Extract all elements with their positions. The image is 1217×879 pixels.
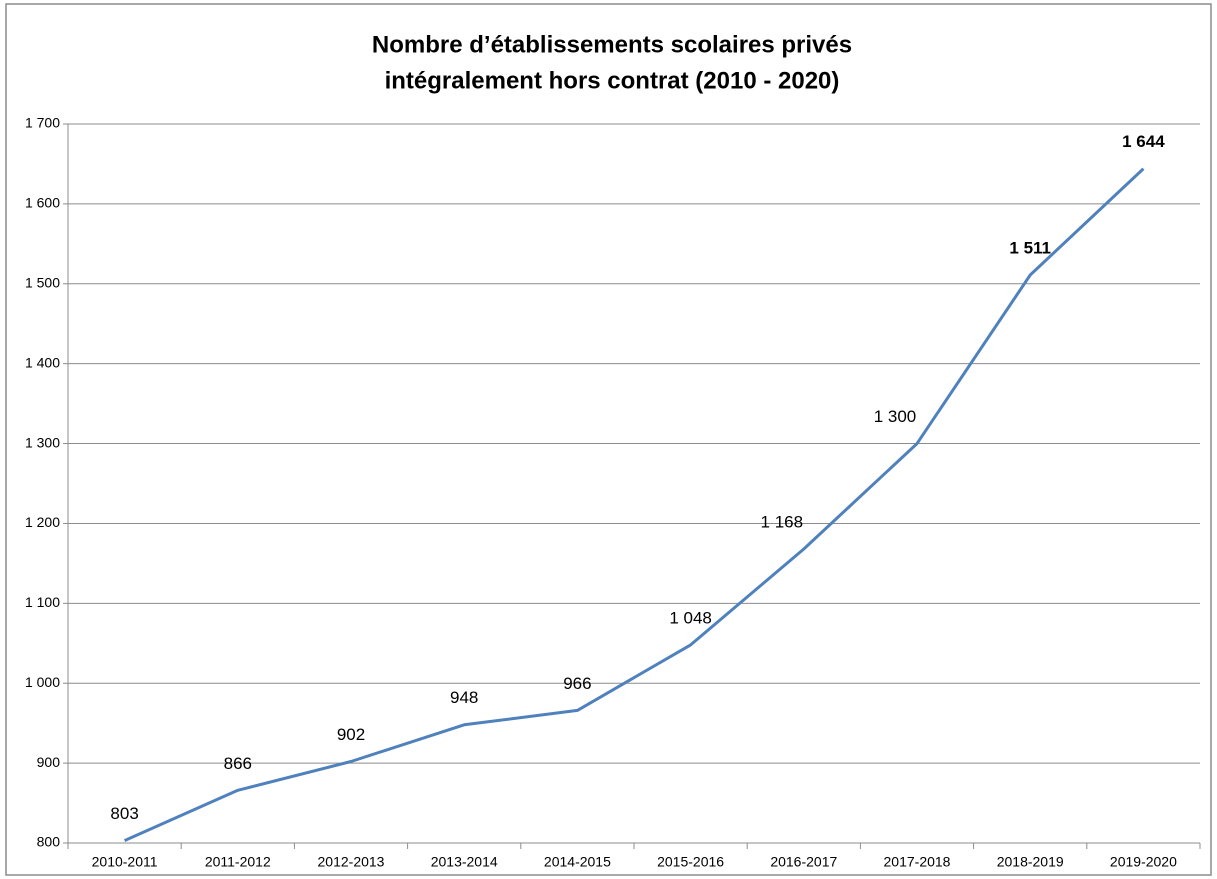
x-tick-label: 2014-2015 [544,854,611,870]
data-label: 1 168 [761,512,804,531]
x-tick-label: 2016-2017 [770,854,837,870]
x-tick-label: 2017-2018 [884,854,951,870]
y-tick-label: 900 [37,754,61,770]
y-tick-label: 1 200 [25,514,60,530]
line [123,167,1145,842]
data-label: 866 [224,754,252,773]
y-tick-label: 1 600 [25,195,60,211]
data-label: 1 511 [1009,238,1051,257]
data-label: 966 [563,674,591,693]
y-tick-label: 800 [37,834,61,850]
data-label: 1 048 [669,608,712,627]
y-tick-label: 1 700 [25,115,60,131]
x-tick-label: 2011-2012 [205,854,271,870]
x-tick-label: 2019-2020 [1110,854,1177,870]
x-tick-label: 2010-2011 [92,854,158,870]
y-tick-label: 1 400 [25,354,60,370]
y-tick-label: 1 300 [25,434,60,450]
x-tick-label: 2013-2014 [431,854,498,870]
data-label: 803 [110,804,138,823]
data-label: 948 [450,688,478,707]
chart-border [5,3,1212,876]
data-label: 1 644 [1122,132,1165,151]
data-label: 902 [337,725,365,744]
y-tick-label: 1 500 [25,274,60,290]
chart-title: Nombre d’établissements scolaires privés [372,31,852,58]
y-tick-label: 1 000 [25,674,60,690]
chart-title: intégralement hors contrat (2010 - 2020) [385,67,840,94]
data-label: 1 300 [874,407,917,426]
x-tick-label: 2015-2016 [657,854,724,870]
x-tick-label: 2012-2013 [318,854,385,870]
x-tick-label: 2018-2019 [997,854,1064,870]
y-tick-label: 1 100 [25,594,60,610]
